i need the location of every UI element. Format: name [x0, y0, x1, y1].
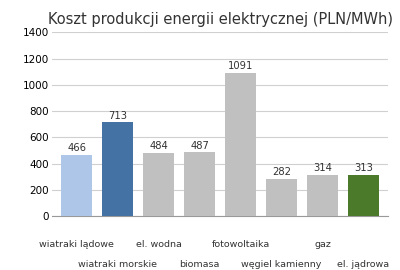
Bar [184, 152, 215, 216]
Text: biomasa: biomasa [179, 260, 220, 269]
Text: 314: 314 [313, 163, 332, 173]
Text: 487: 487 [190, 141, 209, 151]
Bar [102, 123, 133, 216]
Text: 713: 713 [108, 111, 127, 121]
Bar [143, 153, 174, 216]
Text: 484: 484 [149, 141, 168, 151]
Bar [266, 179, 297, 216]
Text: 282: 282 [272, 167, 291, 177]
Text: 1091: 1091 [228, 61, 253, 71]
Text: węgiel kamienny: węgiel kamienny [241, 260, 322, 269]
Bar [348, 175, 379, 216]
Bar [225, 73, 256, 216]
Bar [307, 175, 338, 216]
Text: wiatraki lądowe: wiatraki lądowe [39, 240, 114, 249]
Text: 313: 313 [354, 163, 373, 173]
Text: el. wodna: el. wodna [136, 240, 182, 249]
Text: fotowoltaika: fotowoltaika [211, 240, 270, 249]
Text: gaz: gaz [314, 240, 331, 249]
Text: el. jądrowa: el. jądrowa [337, 260, 390, 269]
Text: wiatraki morskie: wiatraki morskie [78, 260, 157, 269]
Bar [61, 155, 92, 216]
Text: 466: 466 [67, 143, 86, 153]
Title: Koszt produkcji energii elektrycznej (PLN/MWh): Koszt produkcji energii elektrycznej (PL… [48, 12, 392, 27]
